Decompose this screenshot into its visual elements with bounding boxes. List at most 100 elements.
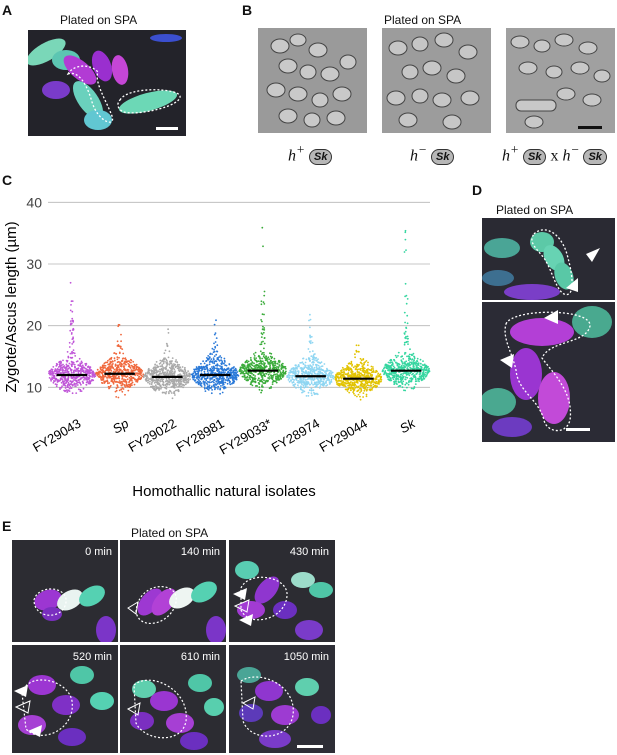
data-point: [223, 377, 225, 380]
data-point: [307, 391, 310, 394]
data-point: [316, 385, 318, 387]
data-point: [65, 382, 67, 384]
timepoint-label: 430 min: [289, 546, 329, 558]
data-point: [407, 365, 409, 368]
timepoint-label: 0 min: [85, 546, 112, 558]
data-point: [108, 358, 111, 361]
data-point: [217, 364, 219, 367]
data-point: [49, 369, 52, 372]
data-point: [63, 371, 66, 374]
data-point: [164, 349, 167, 352]
data-point: [274, 364, 277, 366]
data-point: [128, 360, 131, 362]
data-point: [156, 380, 159, 383]
data-point: [358, 368, 360, 370]
data-point: [309, 350, 311, 353]
data-point: [385, 373, 388, 376]
data-point: [365, 385, 367, 388]
data-point: [373, 371, 375, 373]
data-point: [211, 353, 214, 355]
data-point: [248, 374, 251, 377]
mating-sign: −: [418, 142, 427, 157]
data-point: [208, 356, 211, 358]
data-point: [127, 389, 130, 392]
data-point: [313, 353, 315, 356]
data-point: [70, 300, 73, 303]
data-point: [312, 356, 314, 359]
data-point: [194, 368, 197, 370]
data-point: [115, 396, 118, 398]
data-point: [311, 358, 314, 361]
data-point: [173, 385, 176, 387]
data-point: [393, 376, 395, 378]
data-point: [171, 378, 174, 381]
data-point: [250, 366, 253, 369]
data-point: [325, 372, 328, 375]
data-point: [271, 376, 274, 379]
data-point: [311, 350, 314, 352]
data-point: [310, 382, 313, 385]
data-point: [261, 389, 263, 392]
data-point: [77, 370, 80, 372]
data-point: [193, 368, 196, 371]
data-point: [51, 378, 54, 380]
data-point: [250, 381, 253, 384]
data-point: [299, 387, 302, 389]
data-point: [123, 368, 126, 371]
data-point: [404, 378, 407, 381]
data-point: [69, 329, 72, 332]
data-point: [347, 384, 349, 387]
data-point: [206, 366, 208, 369]
data-point: [111, 365, 113, 367]
data-point: [251, 364, 254, 367]
data-point: [262, 386, 264, 388]
data-point: [229, 370, 232, 372]
data-point: [161, 391, 164, 394]
data-point: [270, 376, 273, 378]
data-point: [344, 388, 347, 391]
data-point: [375, 380, 378, 383]
data-point: [174, 360, 177, 363]
data-point: [404, 372, 407, 375]
data-point: [81, 380, 84, 383]
data-point: [121, 390, 124, 393]
data-point: [66, 368, 68, 371]
data-point: [374, 378, 377, 381]
data-point: [118, 375, 120, 378]
data-point: [170, 362, 173, 365]
data-point: [215, 377, 218, 380]
data-point: [397, 362, 400, 365]
data-point: [233, 376, 236, 379]
data-point: [117, 325, 120, 328]
data-point: [255, 363, 258, 366]
data-point: [126, 384, 129, 387]
series-points-FY28981: [190, 319, 240, 395]
data-point: [406, 376, 409, 379]
data-point: [263, 294, 266, 297]
data-point: [392, 365, 395, 368]
data-point: [269, 359, 272, 362]
data-point: [192, 372, 195, 375]
data-point: [295, 379, 298, 381]
data-point: [263, 362, 266, 365]
data-point: [257, 373, 260, 376]
data-point: [340, 383, 343, 386]
data-point: [183, 381, 186, 384]
data-point: [104, 375, 107, 378]
data-point: [223, 387, 225, 390]
data-point: [191, 374, 194, 377]
data-point: [76, 384, 79, 386]
data-point: [287, 373, 290, 376]
data-point: [119, 363, 121, 366]
data-point: [258, 362, 261, 365]
data-point: [213, 381, 215, 384]
data-point: [98, 372, 100, 375]
data-point: [348, 374, 350, 377]
data-point: [365, 393, 368, 396]
data-point: [355, 344, 358, 347]
data-point: [264, 366, 266, 368]
data-point: [272, 364, 275, 367]
data-point: [59, 377, 62, 380]
data-point: [361, 385, 364, 388]
data-point: [291, 375, 294, 377]
